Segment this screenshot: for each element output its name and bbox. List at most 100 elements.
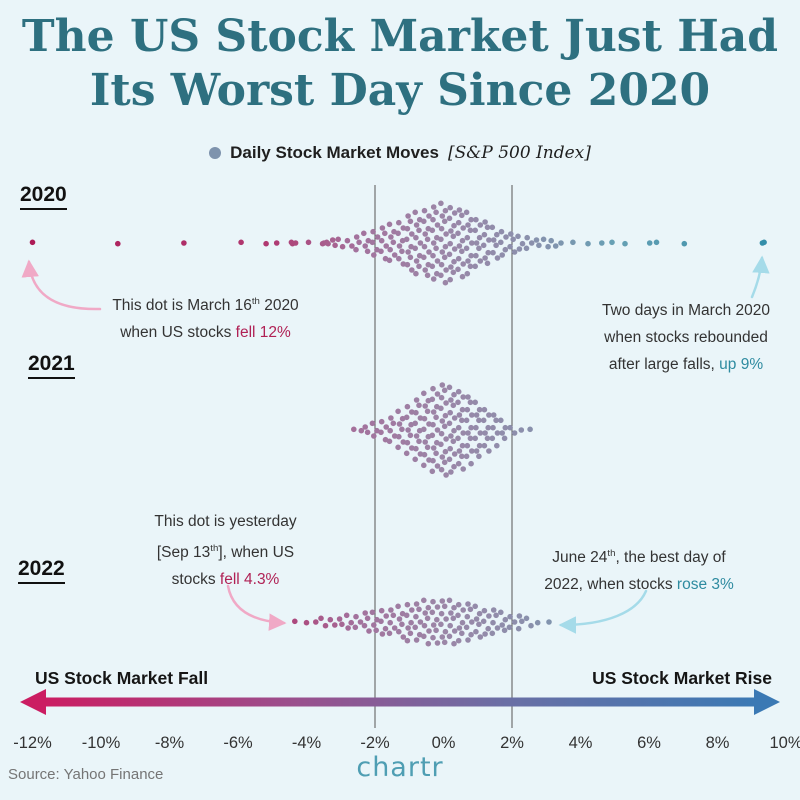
data-dot	[439, 454, 446, 460]
data-dot	[349, 243, 355, 249]
data-dot	[429, 396, 436, 403]
data-dot	[399, 248, 405, 255]
data-dot	[416, 227, 422, 234]
data-dot	[585, 240, 591, 247]
data-dot	[322, 622, 329, 629]
data-dot	[405, 625, 411, 631]
data-dot	[494, 430, 501, 436]
data-dot	[429, 609, 436, 616]
data-dot	[29, 239, 36, 246]
data-dot	[489, 224, 496, 231]
data-dot	[441, 639, 448, 646]
data-dot	[181, 240, 187, 246]
annotation-line: when stocks rebounded	[604, 329, 768, 346]
data-dot	[493, 612, 499, 619]
data-dot	[403, 236, 410, 243]
data-dot	[318, 615, 324, 622]
data-dot	[524, 234, 530, 241]
data-dot	[434, 640, 441, 646]
data-dot	[413, 222, 420, 228]
data-dot	[448, 610, 454, 616]
data-dot	[459, 417, 465, 424]
data-dot	[481, 442, 488, 449]
data-dot	[599, 240, 605, 246]
data-dot	[486, 412, 492, 418]
data-dot	[448, 264, 454, 270]
data-dot	[430, 216, 436, 223]
data-dot	[413, 270, 419, 277]
data-dot	[441, 387, 448, 394]
data-dot	[653, 239, 660, 246]
data-dot	[409, 231, 415, 237]
data-dot	[463, 453, 470, 460]
data-dot	[438, 394, 445, 401]
annotation-line: Two days in March 2020	[601, 302, 770, 319]
data-dot	[451, 640, 457, 647]
data-dot	[515, 625, 522, 632]
data-dot	[426, 213, 432, 219]
data-dot	[485, 249, 492, 256]
annotation-line: when US stocks fell 12%	[120, 324, 291, 342]
data-dot	[502, 246, 509, 253]
data-dot	[421, 451, 428, 458]
data-dot	[327, 616, 334, 623]
data-dot	[519, 618, 525, 625]
data-dot	[364, 429, 371, 436]
data-dot	[455, 601, 462, 608]
data-dot	[353, 613, 359, 620]
data-dot	[378, 418, 385, 425]
data-dot	[465, 394, 471, 400]
data-dot	[429, 432, 436, 439]
data-dot	[396, 421, 403, 427]
data-dot	[412, 456, 419, 463]
data-dot	[463, 245, 470, 252]
axis-tick-label: -2%	[360, 734, 390, 752]
data-dot	[383, 613, 390, 619]
data-dot	[451, 415, 458, 421]
data-dot	[451, 427, 457, 434]
data-dot	[455, 637, 462, 644]
data-dot	[540, 236, 547, 243]
data-dot	[494, 231, 500, 238]
data-dot	[421, 415, 428, 422]
data-dot	[489, 435, 496, 442]
data-dot	[443, 616, 449, 622]
data-dot	[552, 243, 559, 249]
highlight-rise: up 9%	[719, 356, 764, 373]
data-dot	[506, 624, 513, 631]
data-dot	[446, 420, 453, 427]
data-dot	[441, 459, 448, 466]
data-dot	[395, 444, 401, 451]
data-dot	[430, 421, 436, 428]
data-dot	[426, 249, 432, 255]
data-dot	[609, 239, 615, 246]
data-dot	[473, 216, 479, 223]
data-dot	[332, 622, 338, 628]
data-dot	[439, 598, 446, 604]
data-dot	[434, 222, 441, 228]
data-dot	[422, 231, 429, 237]
data-dot	[353, 246, 359, 253]
data-dot	[442, 279, 449, 286]
axis-tick-label: -6%	[223, 734, 253, 752]
data-dot	[362, 243, 369, 249]
data-dot	[305, 239, 312, 246]
data-dot	[459, 406, 466, 413]
data-dot	[404, 601, 411, 608]
data-dot	[388, 234, 394, 240]
data-dot	[446, 597, 453, 604]
data-dot	[523, 615, 530, 622]
annotation-line: This dot is yesterday	[154, 513, 297, 530]
data-dot	[465, 637, 471, 643]
data-dot	[446, 251, 453, 258]
data-dot	[430, 240, 437, 246]
data-dot	[507, 424, 513, 431]
data-dot	[484, 435, 491, 442]
data-dot	[421, 633, 427, 640]
data-dot	[468, 424, 474, 431]
data-dot	[332, 242, 338, 249]
data-dot	[472, 435, 479, 442]
data-dot	[361, 622, 368, 629]
data-dot	[400, 634, 407, 640]
data-dot	[425, 604, 432, 611]
